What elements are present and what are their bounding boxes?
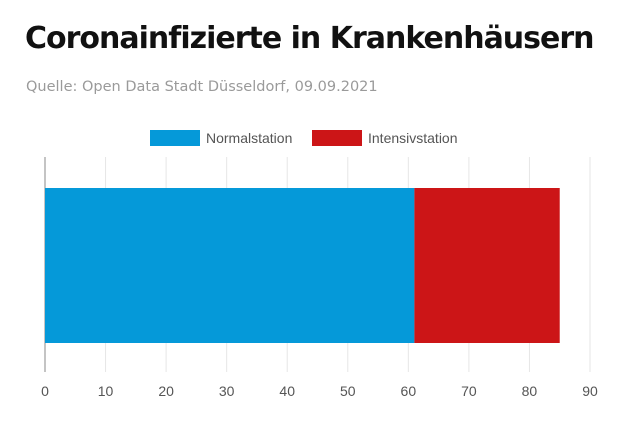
legend-swatch-normalstation bbox=[150, 130, 200, 146]
legend-label-normalstation: Normalstation bbox=[206, 130, 292, 146]
chart-subtitle: Quelle: Open Data Stadt Düsseldorf, 09.0… bbox=[26, 79, 378, 95]
x-axis-ticks: 0 10 20 30 40 50 60 70 80 90 bbox=[41, 383, 598, 399]
x-tick-label: 80 bbox=[522, 383, 538, 399]
legend-label-intensivstation: Intensivstation bbox=[368, 130, 458, 146]
bars bbox=[45, 188, 560, 343]
x-tick-label: 50 bbox=[340, 383, 356, 399]
x-tick-label: 10 bbox=[98, 383, 114, 399]
x-tick-label: 60 bbox=[401, 383, 417, 399]
bar-intensivstation bbox=[414, 188, 560, 343]
x-tick-label: 90 bbox=[582, 383, 598, 399]
x-tick-label: 70 bbox=[461, 383, 477, 399]
chart-title: Coronainfizierte in Krankenhäusern bbox=[25, 21, 595, 56]
bar-normalstation bbox=[45, 188, 415, 343]
x-tick-label: 20 bbox=[158, 383, 174, 399]
legend-swatch-intensivstation bbox=[312, 130, 362, 146]
x-tick-label: 40 bbox=[279, 383, 295, 399]
x-tick-label: 0 bbox=[41, 383, 49, 399]
legend: Normalstation Intensivstation bbox=[150, 130, 458, 146]
x-tick-label: 30 bbox=[219, 383, 235, 399]
